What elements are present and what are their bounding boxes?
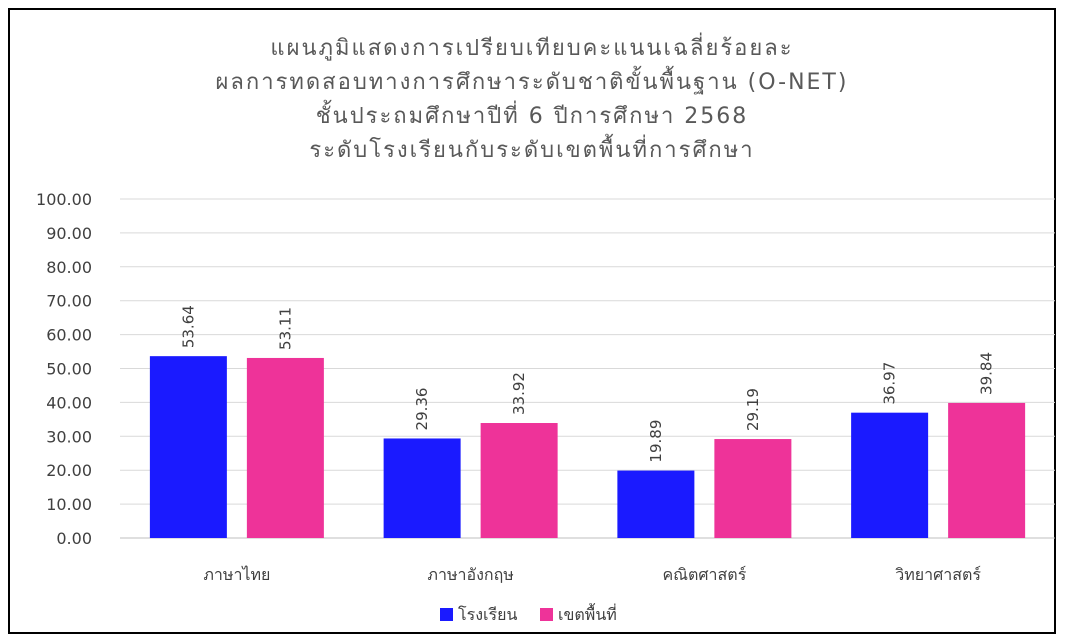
chart-title-line-3: ชั้นประถมศึกษาปีที่ 6 ปีการศึกษา 2568 [315,104,749,129]
bar-district [948,402,1026,538]
y-tick-label: 100.00 [36,190,92,209]
y-tick-label: 40.00 [46,393,92,412]
y-tick-label: 10.00 [46,495,92,514]
data-label: 36.97 [881,362,899,405]
data-label: 29.19 [744,388,762,431]
y-tick-label: 0.00 [56,529,92,548]
y-tick-label: 30.00 [46,427,92,446]
bar-district [714,439,792,538]
y-tick-label: 50.00 [46,360,92,379]
x-category-label: วิทยาศาสตร์ [895,565,981,584]
data-label: 19.89 [647,420,665,463]
data-label: 29.36 [413,388,431,431]
legend-swatch-district [540,608,553,621]
bar-school [617,470,695,538]
data-label: 53.64 [179,305,197,348]
chart-title: แผนภูมิแสดงการเปรียบเทียบคะแนนเฉลี่ยร้อย… [10,32,1054,168]
bar-school [383,438,461,538]
data-label: 33.92 [510,372,528,415]
legend-label: โรงเรียน [458,605,517,624]
y-tick-label: 70.00 [46,292,92,311]
y-tick-label: 90.00 [46,224,92,243]
data-label: 39.84 [978,352,996,395]
chart-title-line-4: ระดับโรงเรียนกับระดับเขตพื้นที่การศึกษา [309,138,755,163]
bar-school [149,356,227,538]
chart-title-line-2: ผลการทดสอบทางการศึกษาระดับชาติขั้นพื้นฐา… [215,70,849,95]
chart-title-line-1: แผนภูมิแสดงการเปรียบเทียบคะแนนเฉลี่ยร้อย… [270,36,794,61]
y-tick-label: 20.00 [46,461,92,480]
legend-swatch-school [440,608,453,621]
y-tick-label: 60.00 [46,326,92,345]
bar-district [480,423,558,538]
legend-label: เขตพื้นที่ [558,603,617,624]
y-tick-label: 80.00 [46,258,92,277]
bar-district [246,357,324,538]
x-category-label: ภาษาไทย [203,565,270,584]
x-category-label: ภาษาอังกฤษ [427,565,513,584]
bar-school [851,412,929,538]
x-category-label: คณิตศาสตร์ [662,565,746,584]
data-label: 53.11 [276,307,294,350]
